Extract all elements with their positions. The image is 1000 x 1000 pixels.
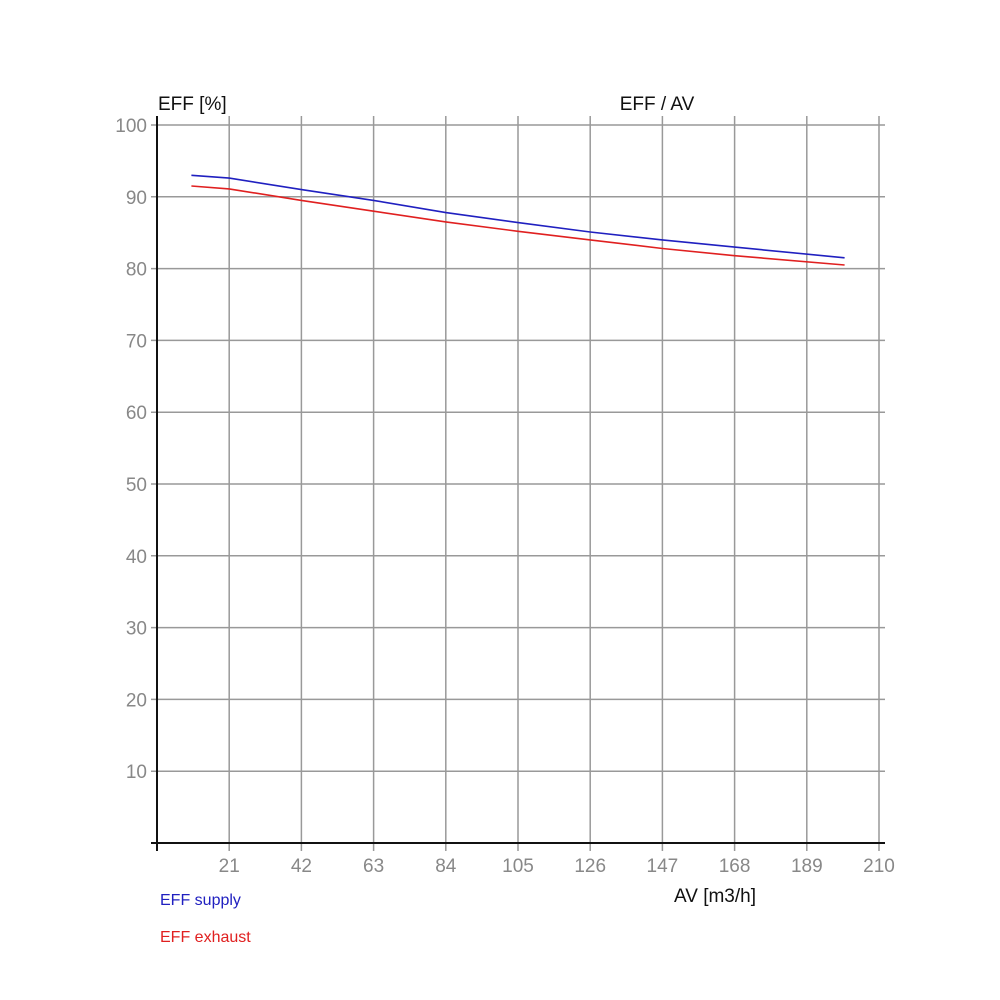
x-tick-label: 63 xyxy=(363,856,384,877)
tick-labels: 21 42 63 84 105 126 147 168 189 210 10 20 30 40 50 60 70… xyxy=(115,116,895,877)
x-tick-label: 189 xyxy=(791,856,823,877)
x-tick-label: 147 xyxy=(647,856,679,877)
x-tick-label: 84 xyxy=(435,856,457,877)
y-tick-label: 50 xyxy=(126,475,147,496)
series-lines xyxy=(191,174,845,266)
y-tick-label: 20 xyxy=(126,690,147,711)
y-tick-label: 60 xyxy=(126,403,147,424)
y-tick-label: 70 xyxy=(126,331,147,352)
y-tick-label: 90 xyxy=(126,188,147,209)
y-tick-label: 100 xyxy=(115,116,147,137)
x-tick-label: 168 xyxy=(719,856,751,877)
axes xyxy=(151,116,885,851)
x-tick-label: 21 xyxy=(219,856,240,877)
series-line-exhaust xyxy=(191,185,845,266)
x-axis-label: AV [m3/h] xyxy=(674,886,756,907)
x-tick-label: 42 xyxy=(291,856,312,877)
x-tick-label: 105 xyxy=(502,856,534,877)
x-tick-label: 126 xyxy=(574,856,606,877)
x-tick-label: 210 xyxy=(863,856,895,877)
chart-title: EFF / AV xyxy=(620,94,695,115)
y-tick-label: 10 xyxy=(126,762,147,783)
y-axis-label: EFF [%] xyxy=(158,94,227,115)
y-tick-label: 30 xyxy=(126,619,147,640)
series-line-supply xyxy=(191,174,845,259)
legend-exhaust: EFF exhaust xyxy=(160,929,251,946)
y-tick-label: 80 xyxy=(126,260,147,281)
y-tick-label: 40 xyxy=(126,547,147,568)
legend-supply: EFF supply xyxy=(160,892,241,909)
grid xyxy=(151,116,885,851)
